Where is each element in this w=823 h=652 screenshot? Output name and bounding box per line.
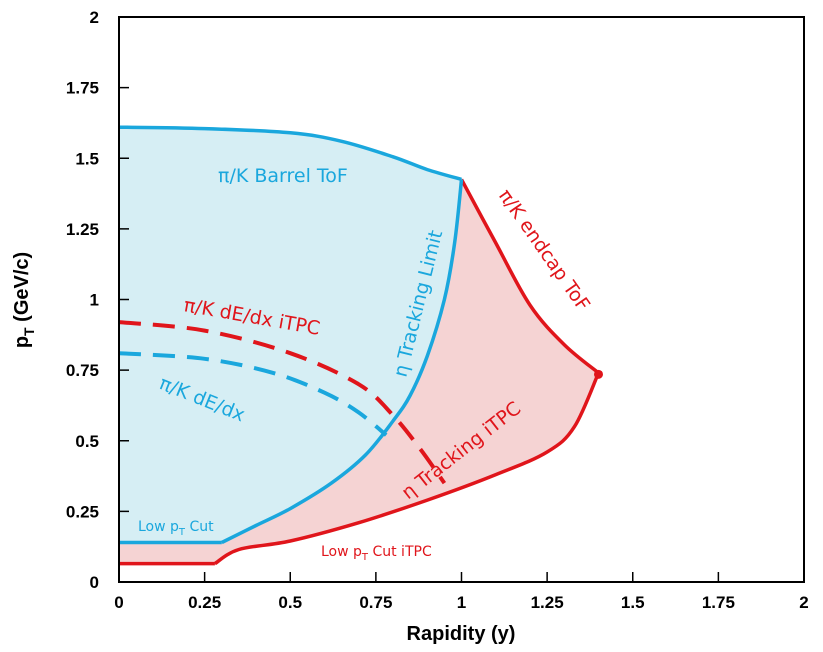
annotation-low-pt-cut: Low pT Cut bbox=[138, 519, 214, 538]
itpc-endcap-tof-boundary bbox=[459, 178, 600, 375]
x-tick-label: 1.75 bbox=[702, 593, 735, 612]
x-tick-label: 0.5 bbox=[278, 593, 302, 612]
x-tick-label: 1.5 bbox=[621, 593, 645, 612]
annotation-barrel-tof: π/K Barrel ToF bbox=[218, 165, 348, 187]
x-tick-label: 0.75 bbox=[359, 593, 392, 612]
barrel-coverage-fill bbox=[119, 127, 462, 543]
series-dedx-itpc-line bbox=[118, 320, 447, 485]
series-dedx-line bbox=[118, 351, 388, 437]
x-tick-label: 1 bbox=[457, 593, 466, 612]
y-tick-label: 1.25 bbox=[66, 220, 99, 239]
itpc-endcap-endpoint-marker bbox=[594, 369, 603, 379]
y-tick-label: 0.5 bbox=[75, 432, 99, 451]
y-tick-label: 1 bbox=[90, 291, 99, 310]
itpc-tracking-boundary bbox=[213, 372, 601, 566]
y-tick-label: 1.5 bbox=[75, 149, 99, 168]
y-tick-label: 1.75 bbox=[66, 79, 99, 98]
x-tick-label: 0 bbox=[114, 593, 123, 612]
barrel-tof-boundary bbox=[118, 125, 462, 182]
x-tick-label: 1.25 bbox=[531, 593, 564, 612]
y-tick-label: 0.25 bbox=[66, 502, 99, 521]
x-tick-label: 0.25 bbox=[188, 593, 221, 612]
y-tick-label: 0.75 bbox=[66, 361, 99, 380]
y-tick-label: 0 bbox=[90, 573, 99, 592]
x-tick-label: 2 bbox=[799, 593, 808, 612]
x-axis-title: Rapidity (y) bbox=[407, 623, 516, 645]
y-axis-title: pT (GeV/c) bbox=[11, 252, 37, 348]
x-axis-ticks: 0 0.25 0.5 0.75 1 1.25 1.5 1.75 2 bbox=[114, 572, 809, 612]
y-axis-ticks: 0 0.25 0.5 0.75 1 1.25 1.5 1.75 2 bbox=[66, 8, 129, 592]
annotation-low-pt-cut-itpc: Low pT Cut iTPC bbox=[321, 544, 432, 563]
y-tick-label: 2 bbox=[90, 8, 99, 27]
tracking-limit-boundary bbox=[221, 179, 464, 545]
